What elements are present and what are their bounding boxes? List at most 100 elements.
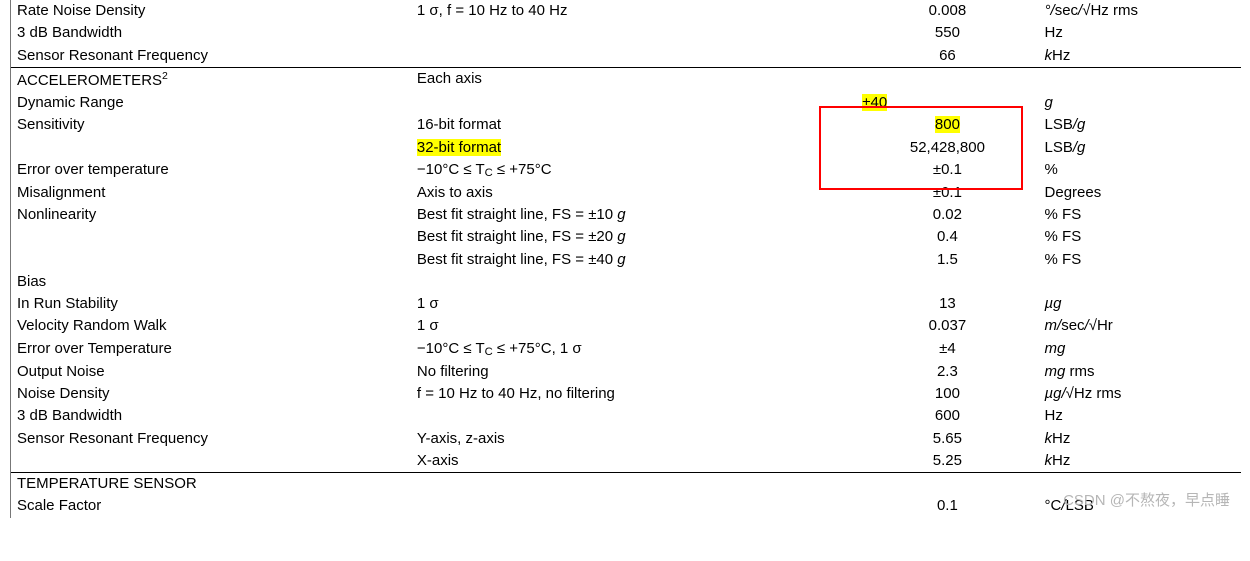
spec-table: Rate Noise Density1 σ, f = 10 Hz to 40 H… bbox=[11, 0, 1241, 518]
condition-cell: X-axis bbox=[411, 450, 811, 472]
parameter-cell: Output Noise bbox=[11, 361, 411, 383]
parameter-cell: In Run Stability bbox=[11, 293, 411, 315]
unit-cell: LSB/g bbox=[1039, 137, 1241, 159]
condition-cell: 1 σ bbox=[411, 315, 811, 337]
unit-cell: mg rms bbox=[1039, 361, 1241, 383]
typ-cell: 0.4 bbox=[856, 226, 1038, 248]
gap-cell bbox=[811, 450, 857, 472]
parameter-cell: ACCELEROMETERS2 bbox=[11, 68, 411, 92]
parameter-cell: 3 dB Bandwidth bbox=[11, 22, 411, 44]
typ-cell: ±0.1 bbox=[856, 159, 1038, 182]
unit-cell: % FS bbox=[1039, 249, 1241, 271]
table-row: 3 dB Bandwidth 600Hz bbox=[11, 405, 1241, 427]
gap-cell bbox=[811, 495, 857, 517]
parameter-cell: Sensor Resonant Frequency bbox=[11, 428, 411, 450]
typ-cell bbox=[856, 473, 1038, 495]
condition-cell bbox=[411, 495, 811, 517]
condition-cell: Y-axis, z-axis bbox=[411, 428, 811, 450]
parameter-cell: Sensitivity bbox=[11, 114, 411, 136]
unit-cell: mg bbox=[1039, 338, 1241, 361]
table-row: Scale Factor 0.1°C/LSB bbox=[11, 495, 1241, 517]
parameter-cell: Scale Factor bbox=[11, 495, 411, 517]
unit-cell: g bbox=[1039, 92, 1241, 114]
table-row: Sensor Resonant FrequencyY-axis, z-axis 5… bbox=[11, 428, 1241, 450]
condition-cell bbox=[411, 45, 811, 67]
table-row: Sensor Resonant Frequency66kHz bbox=[11, 45, 1241, 67]
unit-cell: Hz bbox=[1039, 405, 1241, 427]
parameter-cell: Velocity Random Walk bbox=[11, 315, 411, 337]
condition-cell bbox=[411, 473, 811, 495]
gap-cell bbox=[811, 315, 857, 337]
condition-cell: No filtering bbox=[411, 361, 811, 383]
parameter-cell: Dynamic Range bbox=[11, 92, 411, 114]
parameter-cell bbox=[11, 137, 411, 159]
condition-cell: Best fit straight line, FS = ±20 g bbox=[411, 226, 811, 248]
condition-cell: Each axis bbox=[411, 68, 811, 92]
parameter-cell: Bias bbox=[11, 271, 411, 293]
spec-table-body: Rate Noise Density1 σ, f = 10 Hz to 40 H… bbox=[11, 0, 1241, 518]
gap-cell bbox=[811, 473, 857, 495]
table-row: TEMPERATURE SENSOR bbox=[11, 473, 1241, 495]
typ-cell: 5.65 bbox=[856, 428, 1038, 450]
gap-cell bbox=[811, 182, 857, 204]
condition-cell: −10°C ≤ TC ≤ +75°C, 1 σ bbox=[411, 338, 811, 361]
typ-cell: 550 bbox=[856, 22, 1038, 44]
unit-cell: % FS bbox=[1039, 204, 1241, 226]
unit-cell bbox=[1039, 68, 1241, 92]
gap-cell bbox=[811, 22, 857, 44]
condition-cell: Best fit straight line, FS = ±10 g bbox=[411, 204, 811, 226]
table-row: In Run Stability1 σ13µg bbox=[11, 293, 1241, 315]
table-row: Error over temperature−10°C ≤ TC ≤ +75°C… bbox=[11, 159, 1241, 182]
condition-cell: Best fit straight line, FS = ±40 g bbox=[411, 249, 811, 271]
gap-cell bbox=[811, 271, 857, 293]
typ-cell: 66 bbox=[856, 45, 1038, 67]
table-row: Dynamic Range±40g bbox=[11, 92, 1241, 114]
unit-cell: °C/LSB bbox=[1039, 495, 1241, 517]
parameter-cell: Misalignment bbox=[11, 182, 411, 204]
typ-cell: 600 bbox=[856, 405, 1038, 427]
unit-cell: m/sec/√Hr bbox=[1039, 315, 1241, 337]
gap-cell bbox=[811, 405, 857, 427]
table-row: 3 dB Bandwidth550Hz bbox=[11, 22, 1241, 44]
parameter-cell: Error over temperature bbox=[11, 159, 411, 182]
gap-cell bbox=[811, 383, 857, 405]
condition-cell bbox=[411, 405, 811, 427]
table-row: Bias bbox=[11, 271, 1241, 293]
gap-cell bbox=[811, 137, 857, 159]
table-row: 32-bit format52,428,800LSB/g bbox=[11, 137, 1241, 159]
unit-cell: % FS bbox=[1039, 226, 1241, 248]
gap-cell bbox=[811, 92, 857, 114]
table-row: ACCELEROMETERS2Each axis bbox=[11, 68, 1241, 92]
unit-cell: LSB/g bbox=[1039, 114, 1241, 136]
typ-cell bbox=[856, 271, 1038, 293]
table-row: Rate Noise Density1 σ, f = 10 Hz to 40 H… bbox=[11, 0, 1241, 22]
parameter-cell: Error over Temperature bbox=[11, 338, 411, 361]
table-row: MisalignmentAxis to axis±0.1Degrees bbox=[11, 182, 1241, 204]
condition-cell: 16-bit format bbox=[411, 114, 811, 136]
typ-cell bbox=[856, 68, 1038, 92]
typ-cell: 0.1 bbox=[856, 495, 1038, 517]
parameter-cell bbox=[11, 249, 411, 271]
gap-cell bbox=[811, 428, 857, 450]
parameter-cell: Noise Density bbox=[11, 383, 411, 405]
condition-cell bbox=[411, 22, 811, 44]
gap-cell bbox=[811, 249, 857, 271]
table-row: Best fit straight line, FS = ±40 g1.5% F… bbox=[11, 249, 1241, 271]
typ-cell: 100 bbox=[856, 383, 1038, 405]
unit-cell: % bbox=[1039, 159, 1241, 182]
parameter-cell bbox=[11, 450, 411, 472]
table-row: NonlinearityBest fit straight line, FS =… bbox=[11, 204, 1241, 226]
typ-cell: 2.3 bbox=[856, 361, 1038, 383]
gap-cell bbox=[811, 293, 857, 315]
condition-cell: 1 σ, f = 10 Hz to 40 Hz bbox=[411, 0, 811, 22]
table-row: Best fit straight line, FS = ±20 g 0.4% F… bbox=[11, 226, 1241, 248]
parameter-cell: 3 dB Bandwidth bbox=[11, 405, 411, 427]
condition-cell: f = 10 Hz to 40 Hz, no filtering bbox=[411, 383, 811, 405]
gap-cell bbox=[811, 114, 857, 136]
condition-cell: 1 σ bbox=[411, 293, 811, 315]
table-row: Velocity Random Walk1 σ0.037m/sec/√Hr bbox=[11, 315, 1241, 337]
gap-cell bbox=[811, 204, 857, 226]
typ-cell: ±4 bbox=[856, 338, 1038, 361]
parameter-cell: TEMPERATURE SENSOR bbox=[11, 473, 411, 495]
unit-cell bbox=[1039, 473, 1241, 495]
